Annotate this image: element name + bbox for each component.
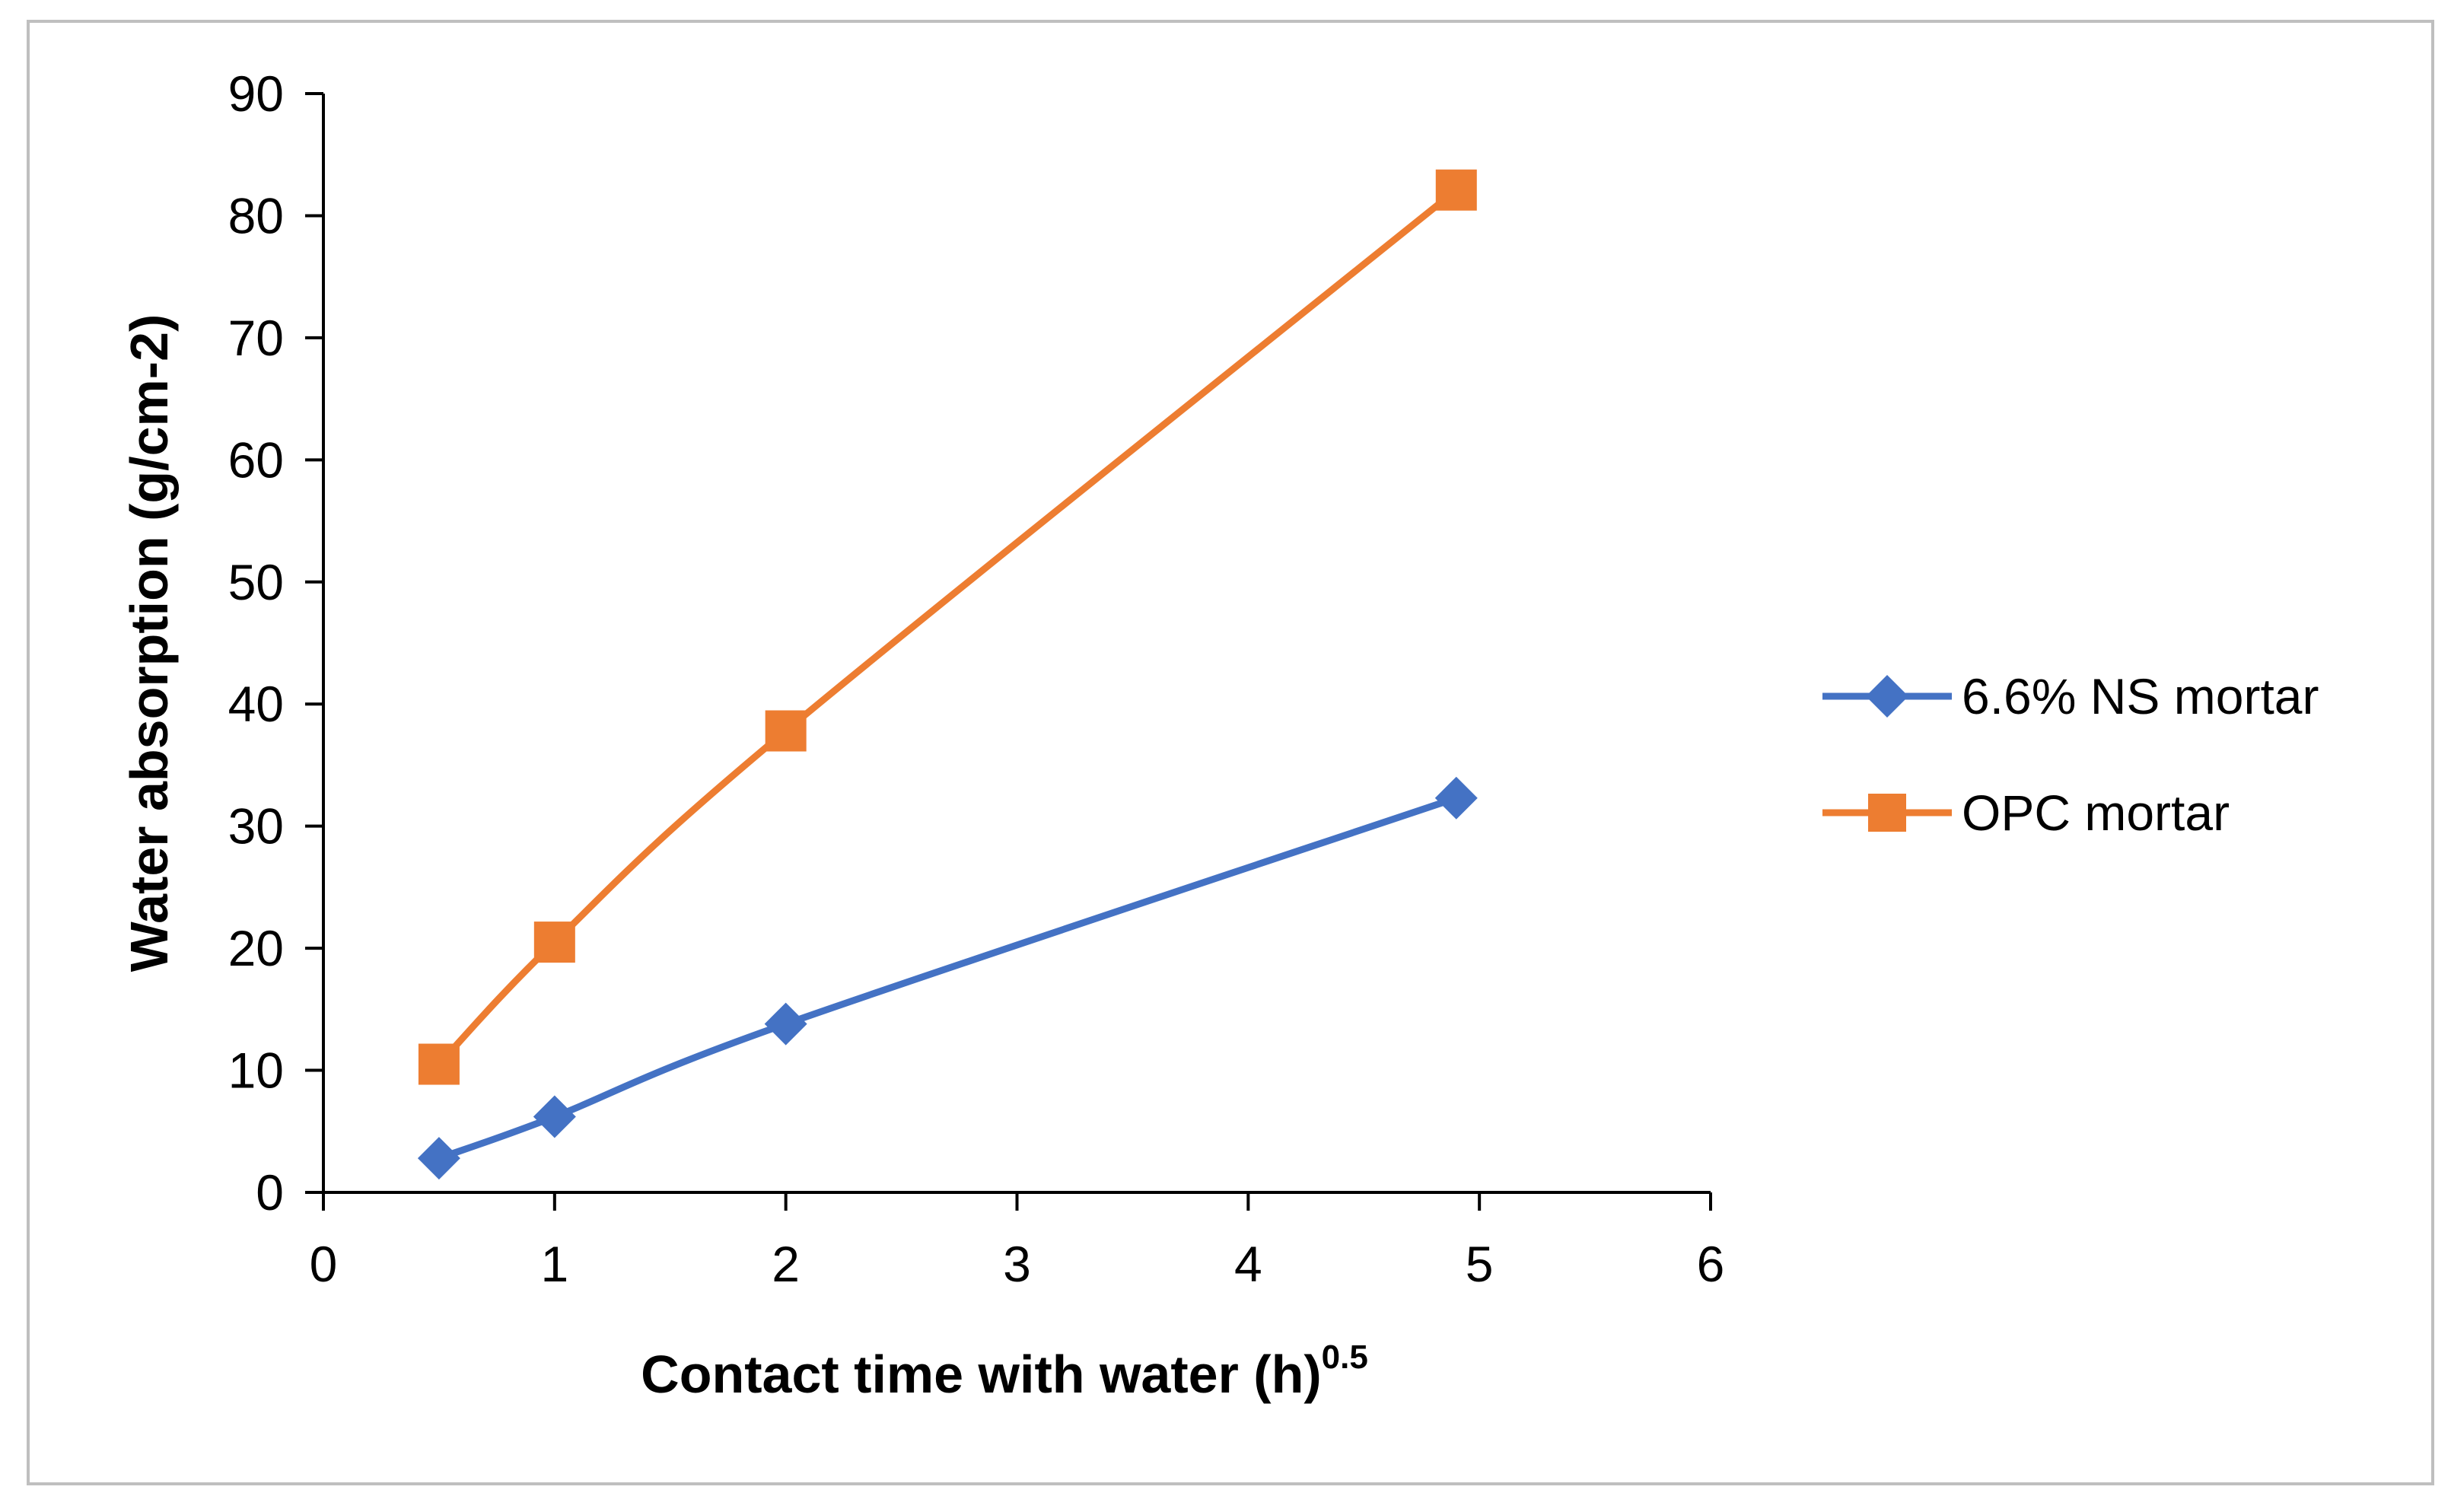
y-tick-label: 20 bbox=[228, 920, 284, 976]
x-tick-label: 2 bbox=[772, 1236, 800, 1292]
legend-item-ns-mortar: 6.6% NS mortar bbox=[1822, 668, 2319, 724]
x-tick-label: 6 bbox=[1697, 1236, 1725, 1292]
data-point-opc-mortar bbox=[1435, 169, 1477, 211]
axis-ticks: 0 10 20 30 40 50 60 70 80 90 0 1 2 3 4 5 6 bbox=[228, 65, 1725, 1292]
x-tick-label: 4 bbox=[1234, 1236, 1262, 1292]
data-point-opc-mortar bbox=[418, 1043, 460, 1085]
data-point-ns-mortar bbox=[533, 1095, 576, 1138]
data-point-ns-mortar bbox=[417, 1137, 460, 1180]
x-axis-title-main: Contact time with water (h) bbox=[641, 1345, 1321, 1404]
x-axis-title: Contact time with water (h)0.5 bbox=[641, 1339, 1368, 1404]
data-point-opc-mortar bbox=[765, 710, 807, 752]
legend-item-opc-mortar: OPC mortar bbox=[1822, 785, 2230, 841]
y-tick-label: 60 bbox=[228, 431, 284, 488]
data-point-ns-mortar bbox=[764, 1002, 807, 1046]
legend: 6.6% NS mortar OPC mortar bbox=[1822, 668, 2319, 841]
y-tick-label: 30 bbox=[228, 798, 284, 855]
y-tick-label: 70 bbox=[228, 310, 284, 366]
y-axis-title: Water absorption (g/cm-2) bbox=[119, 314, 179, 972]
legend-label-ns-mortar: 6.6% NS mortar bbox=[1962, 668, 2319, 724]
series-group bbox=[417, 169, 1478, 1180]
data-point-ns-mortar bbox=[1434, 776, 1478, 820]
series-line-opc-mortar bbox=[435, 186, 1460, 1068]
y-tick-label: 50 bbox=[228, 554, 284, 610]
legend-marker-square-icon bbox=[1868, 794, 1906, 832]
x-tick-label: 5 bbox=[1466, 1236, 1494, 1292]
y-tick-label: 40 bbox=[228, 676, 284, 732]
y-tick-label: 80 bbox=[228, 187, 284, 244]
x-tick-label: 0 bbox=[310, 1236, 338, 1292]
legend-marker-diamond-icon bbox=[1866, 675, 1908, 718]
x-tick-label: 1 bbox=[540, 1236, 568, 1292]
y-tick-label: 90 bbox=[228, 65, 284, 122]
y-tick-label: 0 bbox=[256, 1164, 284, 1221]
data-point-opc-mortar bbox=[533, 922, 575, 963]
x-tick-label: 3 bbox=[1003, 1236, 1031, 1292]
x-axis-title-superscript: 0.5 bbox=[1322, 1339, 1368, 1376]
legend-label-opc-mortar: OPC mortar bbox=[1962, 785, 2230, 841]
chart-border bbox=[27, 20, 2434, 1485]
y-tick-label: 10 bbox=[228, 1042, 284, 1099]
